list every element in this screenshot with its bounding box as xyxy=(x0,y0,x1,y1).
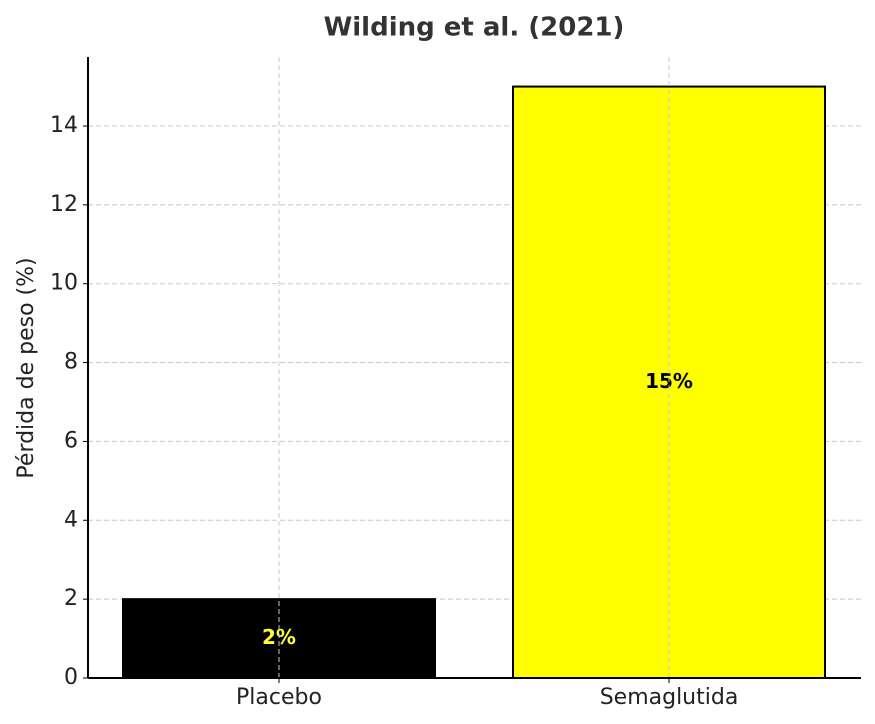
y-axis-label: Pérdida de peso (%) xyxy=(14,257,39,478)
y-tick-label: 4 xyxy=(64,507,78,532)
y-tick-label: 8 xyxy=(64,350,78,375)
x-tick-label: Semaglutida xyxy=(600,685,739,710)
y-tick-label: 10 xyxy=(50,271,78,296)
chart-title: Wilding et al. (2021) xyxy=(324,13,625,43)
y-tick-label: 12 xyxy=(50,192,78,217)
y-tick-label: 0 xyxy=(64,665,78,690)
y-tick-label: 6 xyxy=(64,428,78,453)
y-tick-label: 2 xyxy=(64,586,78,611)
y-tick-label: 14 xyxy=(50,113,78,138)
x-tick-label: Placebo xyxy=(236,685,322,710)
